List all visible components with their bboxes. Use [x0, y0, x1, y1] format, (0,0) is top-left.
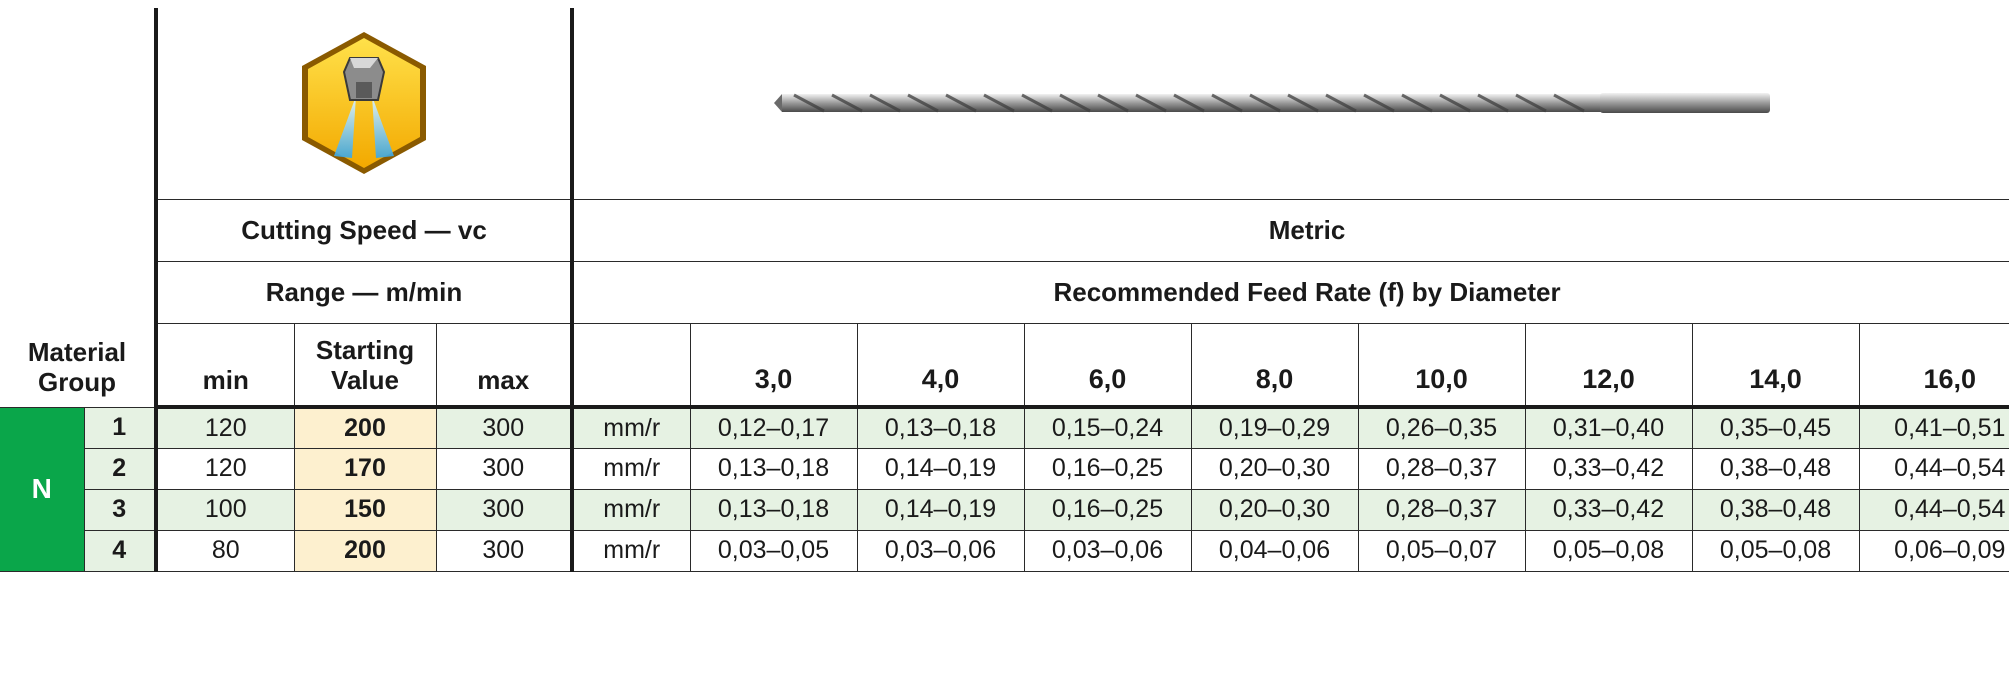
feed-value: 0,03–0,05	[689, 529, 858, 572]
feed-value: 0,13–0,18	[856, 406, 1025, 449]
feed-value: 0,26–0,35	[1357, 406, 1526, 449]
table-row: 4 80 200 300 mm/r 0,03–0,05 0,03–0,06 0,…	[0, 529, 2009, 572]
feed-value: 0,35–0,45	[1691, 406, 1860, 449]
vc-max: 300	[435, 488, 574, 531]
feed-value: 0,03–0,06	[1023, 529, 1192, 572]
vc-min: 100	[155, 488, 295, 531]
diameter-header: 3,0	[689, 322, 858, 409]
diameter-header: 4,0	[856, 322, 1025, 409]
row-number: 2	[83, 447, 158, 490]
starting-value-label: Starting Value	[315, 335, 415, 395]
metric-header: Metric	[571, 198, 2009, 262]
feed-value: 0,14–0,19	[856, 488, 1025, 531]
feed-value: 0,03–0,06	[856, 529, 1025, 572]
vc-min: 120	[155, 447, 295, 490]
feed-value: 0,31–0,40	[1524, 406, 1693, 449]
feed-value: 0,14–0,19	[856, 447, 1025, 490]
feed-unit: mm/r	[571, 529, 691, 572]
feed-value: 0,38–0,48	[1691, 488, 1860, 531]
feed-value: 0,05–0,08	[1691, 529, 1860, 572]
long-drill-image	[774, 93, 1770, 114]
range-header: Range — m/min	[155, 260, 574, 324]
feed-value: 0,33–0,42	[1524, 488, 1693, 531]
feed-value: 0,38–0,48	[1691, 447, 1860, 490]
material-group-label: Material Group	[27, 336, 127, 397]
vc-max: 300	[435, 529, 574, 572]
feed-value: 0,06–0,09	[1858, 529, 2009, 572]
vc-max: 300	[435, 406, 574, 449]
feed-value: 0,12–0,17	[689, 406, 858, 449]
feed-rate-header: Recommended Feed Rate (f) by Diameter	[571, 260, 2009, 324]
feed-value: 0,04–0,06	[1190, 529, 1359, 572]
vc-start: 200	[293, 529, 437, 572]
feed-value: 0,13–0,18	[689, 488, 858, 531]
vc-start: 200	[293, 406, 437, 449]
cutting-data-table: Material Group	[0, 8, 2009, 572]
feed-value: 0,19–0,29	[1190, 406, 1359, 449]
feed-value: 0,44–0,54	[1858, 488, 2009, 531]
cutting-speed-header: Cutting Speed — vc	[155, 198, 574, 262]
feed-unit: mm/r	[571, 447, 691, 490]
feed-value: 0,28–0,37	[1357, 488, 1526, 531]
feed-value: 0,16–0,25	[1023, 447, 1192, 490]
diameter-header: 14,0	[1691, 322, 1860, 409]
starting-value-header: Starting Value	[293, 322, 437, 409]
coolant-icon-cell	[155, 8, 574, 200]
feed-value: 0,41–0,51	[1858, 406, 2009, 449]
table-row: N 1 120 200 300 mm/r 0,12–0,17 0,13–0,18…	[0, 406, 2009, 572]
vc-start: 170	[293, 447, 437, 490]
drill-image-cell	[571, 8, 2009, 200]
feed-value: 0,05–0,08	[1524, 529, 1693, 572]
feed-value: 0,20–0,30	[1190, 447, 1359, 490]
feed-unit: mm/r	[571, 406, 691, 449]
feed-value: 0,44–0,54	[1858, 447, 2009, 490]
diameter-header: 12,0	[1524, 322, 1693, 409]
feed-unit: mm/r	[571, 488, 691, 531]
max-header: max	[435, 322, 574, 409]
coolant-hexagon-icon	[302, 32, 426, 175]
material-group-letter: N	[0, 406, 85, 572]
vc-max: 300	[435, 447, 574, 490]
min-header: min	[155, 322, 295, 409]
feed-value: 0,33–0,42	[1524, 447, 1693, 490]
table-row: 2 120 170 300 mm/r 0,13–0,18 0,14–0,19 0…	[0, 447, 2009, 490]
diameter-header: 16,0	[1858, 322, 2009, 409]
vc-min: 120	[155, 406, 295, 449]
material-group-header: Material Group	[0, 8, 158, 408]
diameter-header: 8,0	[1190, 322, 1359, 409]
feed-value: 0,20–0,30	[1190, 488, 1359, 531]
diameter-header: 10,0	[1357, 322, 1526, 409]
row-number: 3	[83, 488, 158, 531]
feed-value: 0,05–0,07	[1357, 529, 1526, 572]
diameter-header: 6,0	[1023, 322, 1192, 409]
vc-start: 150	[293, 488, 437, 531]
feed-value: 0,16–0,25	[1023, 488, 1192, 531]
row-number: 1	[83, 406, 158, 449]
vc-min: 80	[155, 529, 295, 572]
row-number: 4	[83, 529, 158, 572]
unit-header	[571, 322, 691, 409]
feed-value: 0,28–0,37	[1357, 447, 1526, 490]
feed-value: 0,13–0,18	[689, 447, 858, 490]
table-row: 3 100 150 300 mm/r 0,13–0,18 0,14–0,19 0…	[0, 488, 2009, 531]
feed-value: 0,15–0,24	[1023, 406, 1192, 449]
